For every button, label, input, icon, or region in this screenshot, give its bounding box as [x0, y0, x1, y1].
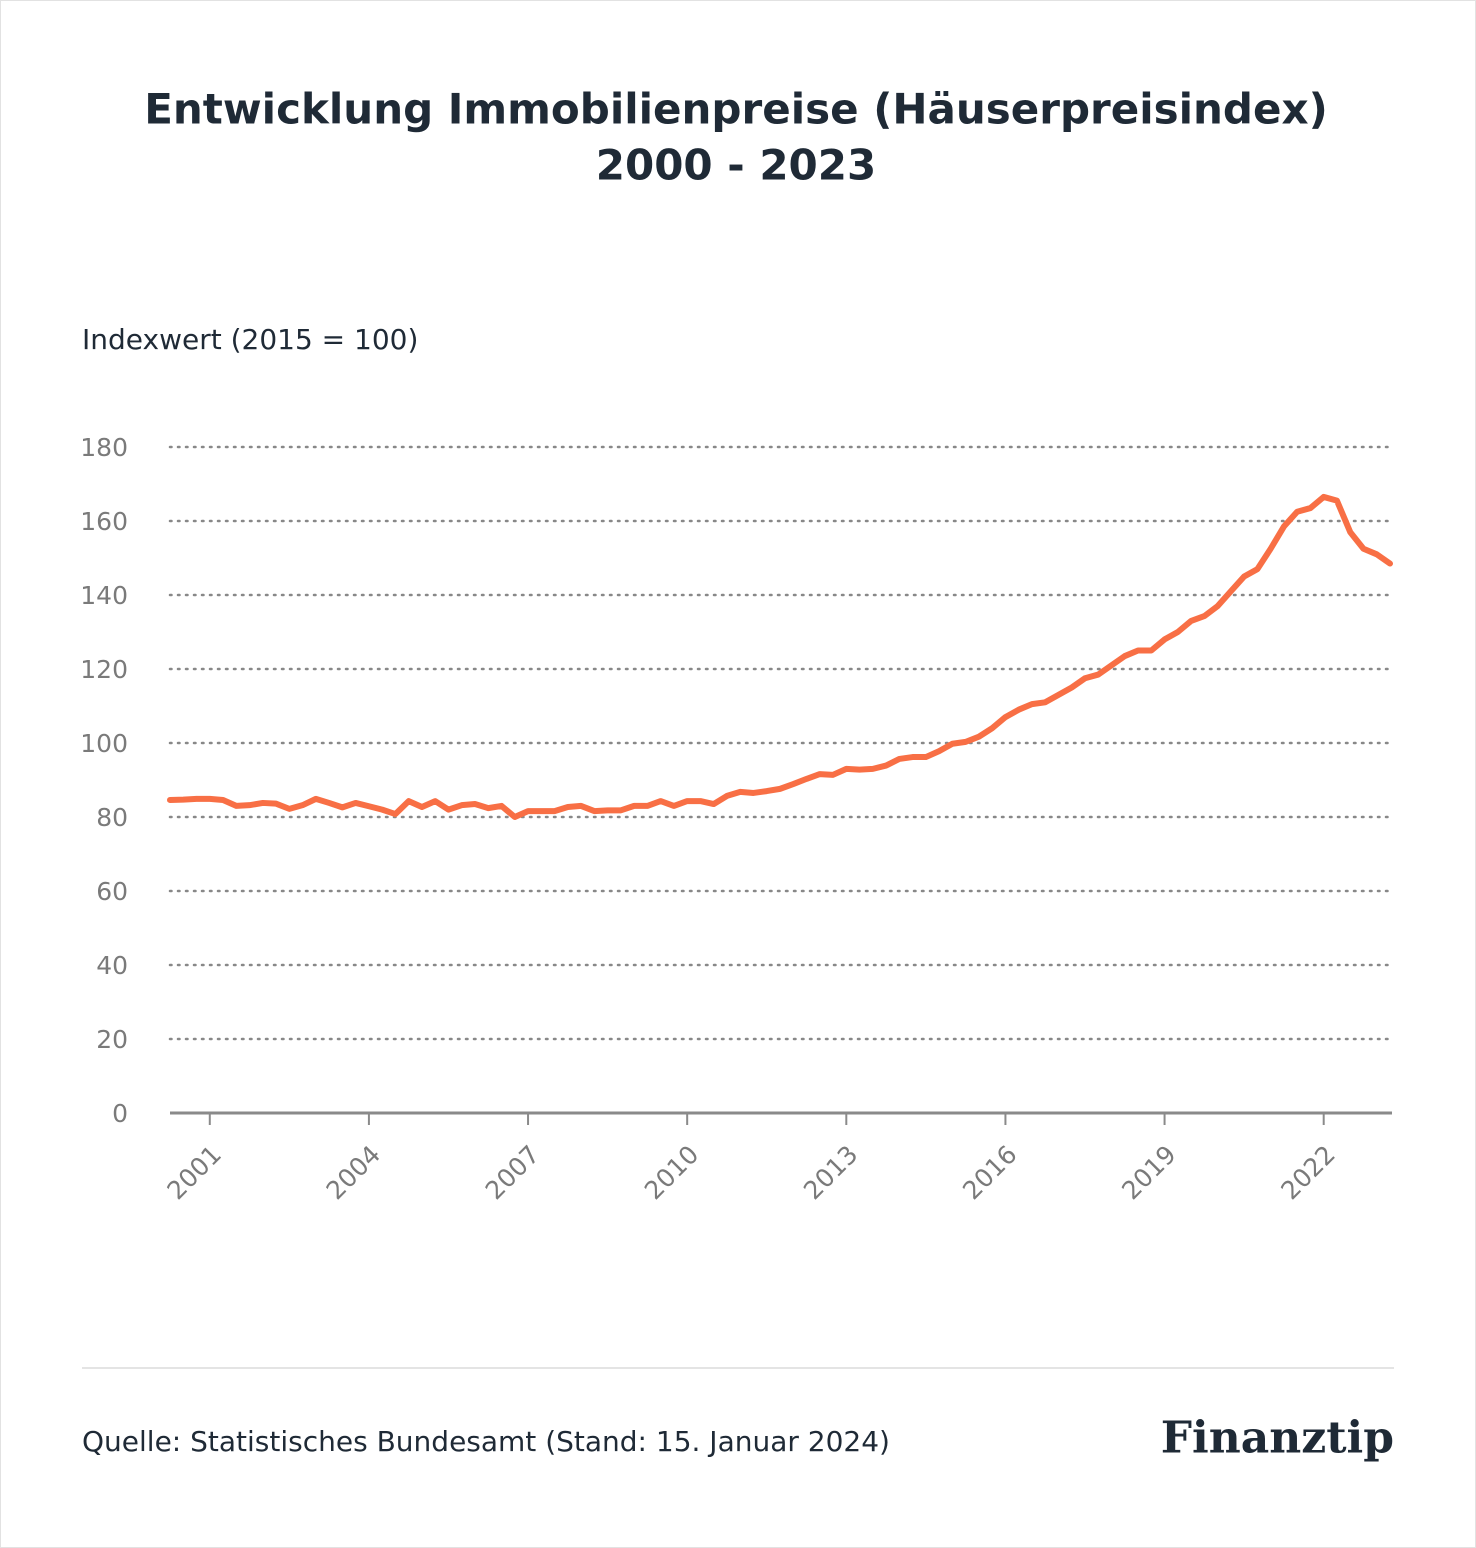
data-line — [167, 493, 1393, 820]
y-tick-label: 60 — [96, 877, 128, 906]
y-tick-label: 180 — [80, 433, 128, 462]
y-tick-label: 40 — [96, 951, 128, 980]
brand-logo: Finanztip — [1161, 1413, 1394, 1464]
y-tick-label: 160 — [80, 507, 128, 536]
y-tick-label: 120 — [80, 655, 128, 684]
source: Quelle: Statistisches Bundesamt (Stand: … — [82, 1425, 890, 1458]
y-axis-label: Indexwert (2015 = 100) — [82, 323, 418, 356]
y-tick-label: 100 — [80, 729, 128, 758]
chart-title: Entwicklung Immobilienpreise (Häuserprei… — [144, 85, 1328, 134]
y-tick-label: 80 — [96, 803, 128, 832]
y-tick-label: 0 — [112, 1099, 128, 1128]
y-tick-label: 20 — [96, 1025, 128, 1054]
y-tick-label: 140 — [80, 581, 128, 610]
chart-subtitle: 2000 - 2023 — [596, 141, 876, 190]
